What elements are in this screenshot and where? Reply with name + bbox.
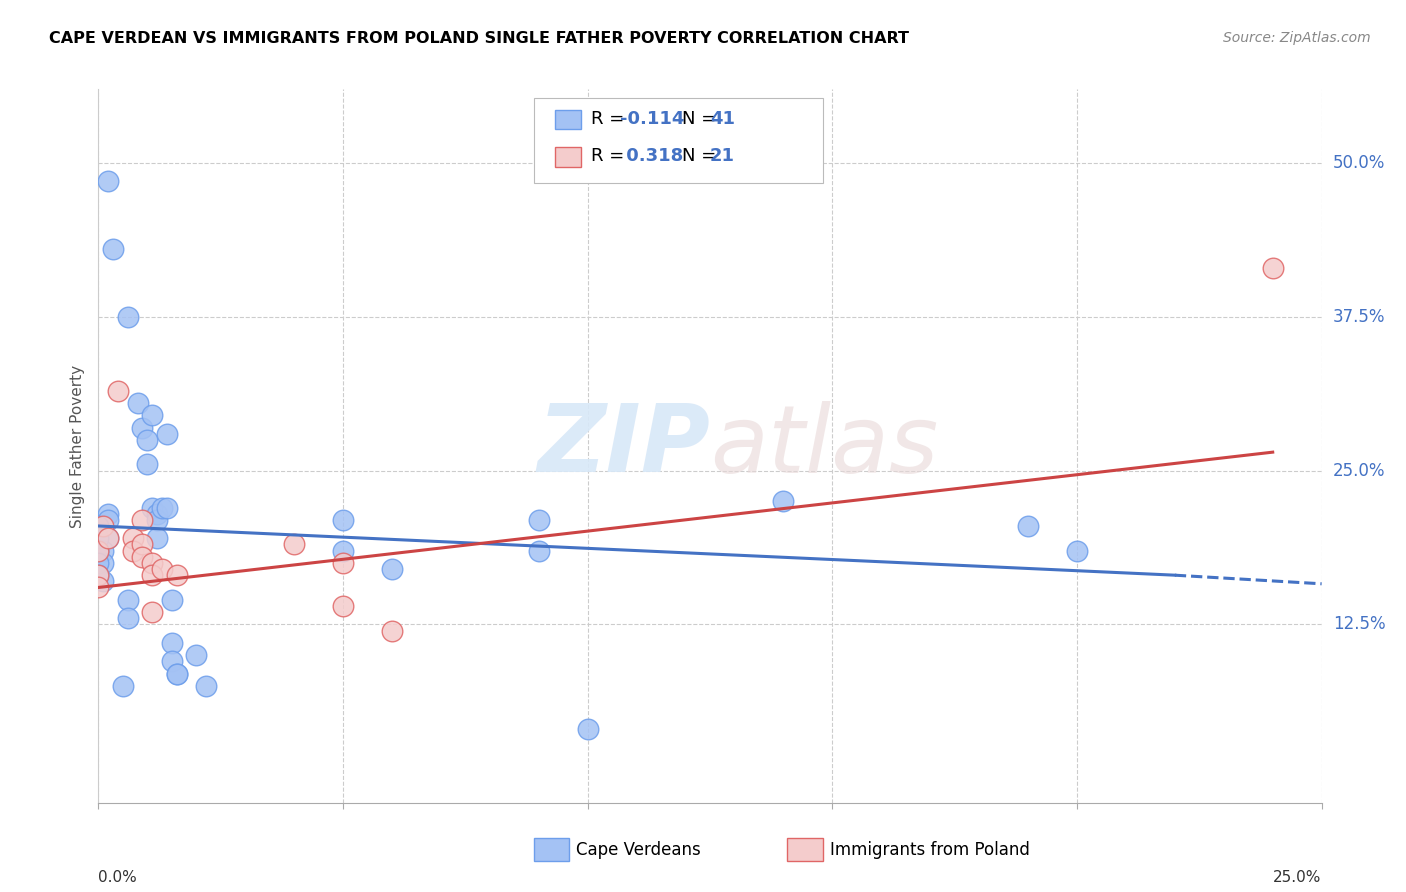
Point — [91, 556, 114, 570]
Point — [87, 581, 110, 595]
Point — [166, 568, 188, 582]
Point — [91, 543, 114, 558]
Point — [1066, 543, 1088, 558]
Text: 25.0%: 25.0% — [1333, 461, 1385, 480]
Text: Cape Verdeans: Cape Verdeans — [576, 841, 702, 859]
Point — [87, 531, 110, 545]
Point — [141, 556, 163, 570]
Point — [97, 507, 120, 521]
Point — [381, 624, 404, 638]
Y-axis label: Single Father Poverty: Single Father Poverty — [70, 365, 86, 527]
Point — [166, 666, 188, 681]
Point — [150, 500, 173, 515]
Text: 50.0%: 50.0% — [1333, 154, 1385, 172]
Text: N =: N = — [682, 110, 721, 128]
Point — [166, 666, 188, 681]
Point — [141, 568, 163, 582]
Point — [87, 519, 110, 533]
Point — [160, 592, 183, 607]
Point — [131, 513, 153, 527]
Point — [150, 562, 173, 576]
Point — [195, 679, 218, 693]
Point — [160, 636, 183, 650]
Point — [146, 507, 169, 521]
Text: 25.0%: 25.0% — [1274, 871, 1322, 886]
Text: 12.5%: 12.5% — [1333, 615, 1385, 633]
Point — [101, 242, 124, 256]
Point — [156, 426, 179, 441]
Text: R =: R = — [591, 147, 630, 165]
Point — [141, 605, 163, 619]
Text: 21: 21 — [710, 147, 735, 165]
Point — [131, 537, 153, 551]
Point — [131, 549, 153, 564]
Point — [121, 543, 143, 558]
Point — [1261, 260, 1284, 275]
Text: 37.5%: 37.5% — [1333, 308, 1385, 326]
Point — [117, 592, 139, 607]
Point — [97, 531, 120, 545]
Point — [332, 513, 354, 527]
Point — [107, 384, 129, 398]
Point — [117, 611, 139, 625]
Point — [772, 494, 794, 508]
Text: 0.318: 0.318 — [620, 147, 683, 165]
Point — [332, 556, 354, 570]
Point — [1017, 519, 1039, 533]
Text: CAPE VERDEAN VS IMMIGRANTS FROM POLAND SINGLE FATHER POVERTY CORRELATION CHART: CAPE VERDEAN VS IMMIGRANTS FROM POLAND S… — [49, 31, 910, 46]
Point — [127, 396, 149, 410]
Point — [332, 543, 354, 558]
Point — [87, 556, 110, 570]
Text: Source: ZipAtlas.com: Source: ZipAtlas.com — [1223, 31, 1371, 45]
Point — [136, 458, 159, 472]
Point — [332, 599, 354, 613]
Point — [87, 568, 110, 582]
Text: 0.0%: 0.0% — [98, 871, 138, 886]
Point — [283, 537, 305, 551]
Point — [97, 513, 120, 527]
Point — [156, 500, 179, 515]
Point — [91, 574, 114, 589]
Point — [121, 531, 143, 545]
Text: -0.114: -0.114 — [620, 110, 685, 128]
Point — [141, 500, 163, 515]
Text: atlas: atlas — [710, 401, 938, 491]
Point — [576, 722, 599, 736]
Point — [87, 543, 110, 558]
Point — [186, 648, 208, 662]
Point — [146, 513, 169, 527]
Point — [160, 654, 183, 668]
Point — [97, 174, 120, 188]
Point — [527, 543, 550, 558]
Point — [111, 679, 134, 693]
Text: Immigrants from Poland: Immigrants from Poland — [830, 841, 1029, 859]
Point — [97, 531, 120, 545]
Point — [131, 420, 153, 434]
Text: R =: R = — [591, 110, 630, 128]
Point — [87, 543, 110, 558]
Point — [136, 433, 159, 447]
Point — [91, 519, 114, 533]
Point — [141, 409, 163, 423]
Point — [527, 513, 550, 527]
Point — [117, 310, 139, 324]
Text: 41: 41 — [710, 110, 735, 128]
Text: N =: N = — [682, 147, 721, 165]
Point — [381, 562, 404, 576]
Point — [146, 531, 169, 545]
Point — [87, 568, 110, 582]
Text: ZIP: ZIP — [537, 400, 710, 492]
